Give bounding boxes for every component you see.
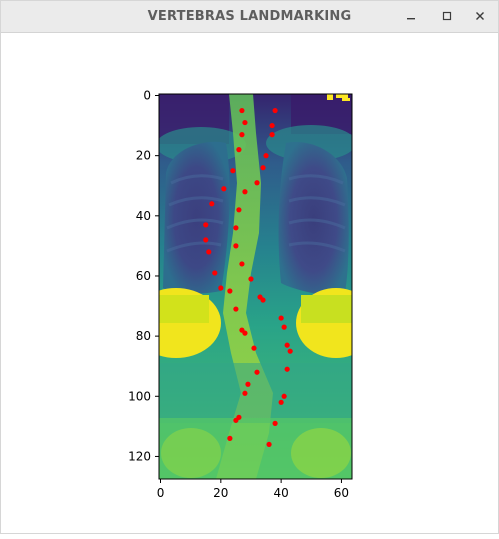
landmark-point [236, 207, 242, 213]
x-tick-label: 20 [213, 486, 228, 500]
x-tick-label: 0 [157, 486, 165, 500]
landmark-point [242, 119, 248, 126]
landmark-point [281, 324, 287, 330]
x-tick-label: 40 [273, 486, 288, 500]
y-tick-label: 120 [128, 449, 151, 463]
landmark-point [218, 285, 224, 291]
landmark-point [227, 288, 233, 294]
landmark-point [212, 270, 218, 276]
landmark-point [242, 390, 248, 396]
plot-figure: 0 20 40 60 0 20 40 60 80 100 120 [128, 89, 353, 500]
landmark-point [203, 237, 209, 243]
landmark-point [254, 180, 260, 186]
minimize-icon [407, 18, 415, 20]
close-icon [476, 12, 484, 20]
landmark-point [272, 420, 278, 426]
axis-ticks: 0 20 40 60 0 20 40 60 80 100 120 [128, 89, 349, 500]
landmark-point [260, 165, 266, 171]
landmark-point [281, 393, 287, 399]
landmark-point [239, 107, 245, 114]
landmark-point [266, 441, 272, 448]
landmark-point [269, 122, 275, 129]
landmark-point [287, 348, 293, 354]
landmark-point [233, 225, 239, 231]
close-button[interactable] [469, 6, 491, 26]
landmark-point [263, 153, 269, 159]
landmark-point [242, 189, 248, 195]
y-tick-label: 60 [136, 269, 151, 283]
landmark-point [227, 435, 233, 441]
axes-frame [158, 93, 353, 480]
y-tick-label: 20 [136, 149, 151, 163]
landmark-point [251, 345, 257, 351]
landmark-point [230, 168, 236, 174]
landmark-points [203, 107, 293, 448]
landmark-point [242, 330, 248, 336]
landmark-point [233, 243, 239, 249]
landmark-point [278, 315, 284, 321]
landmark-point [236, 147, 242, 153]
maximize-icon [442, 11, 452, 21]
y-tick-label: 100 [128, 389, 151, 403]
x-tick-label: 60 [334, 486, 349, 500]
landmark-point [245, 381, 251, 387]
landmark-point [221, 186, 227, 192]
landmark-point [278, 399, 284, 405]
landmark-point [269, 132, 275, 138]
y-tick-label: 80 [136, 329, 151, 343]
landmark-point [233, 417, 239, 423]
landmark-point [248, 276, 254, 282]
landmark-point [284, 366, 290, 372]
landmark-point [203, 222, 209, 228]
window-title: VERTEBRAS LANDMARKING [147, 9, 352, 24]
landmark-point [206, 249, 212, 255]
landmark-point [284, 342, 290, 348]
y-tick-label: 40 [136, 209, 151, 223]
plot-area: 0 20 40 60 0 20 40 60 80 100 120 [1, 33, 498, 535]
landmark-point [260, 297, 266, 303]
minimize-button[interactable] [400, 6, 422, 26]
maximize-button[interactable] [436, 6, 458, 26]
xray-heatmap-image [159, 94, 352, 479]
landmark-point [209, 201, 215, 207]
landmark-point [272, 107, 278, 114]
title-bar[interactable]: VERTEBRAS LANDMARKING [1, 1, 498, 33]
landmark-point [254, 369, 260, 375]
landmark-point [239, 261, 245, 267]
landmark-point [239, 132, 245, 138]
landmark-point [233, 306, 239, 312]
y-tick-label: 0 [143, 89, 151, 103]
